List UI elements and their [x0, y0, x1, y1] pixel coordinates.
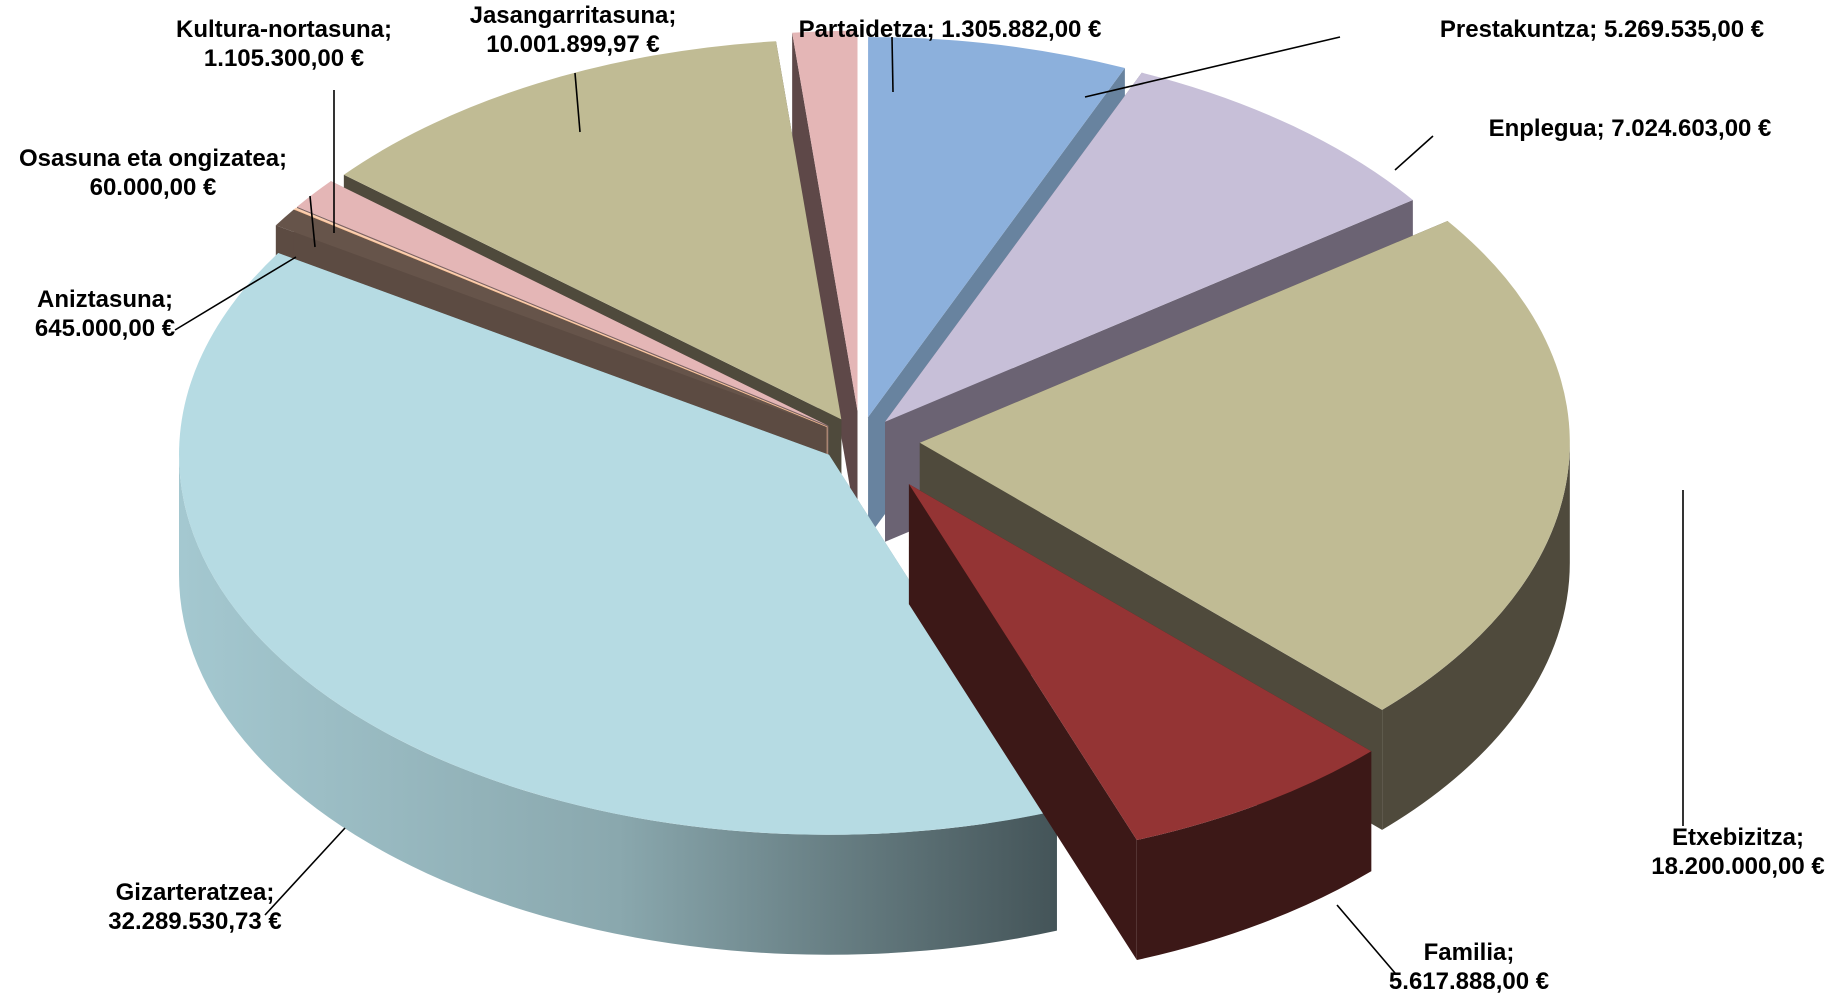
- data-label-osasuna-eta-ongizatea: Osasuna eta ongizatea;: [19, 145, 287, 172]
- leader-line-prestakuntza: [1084, 36, 1341, 98]
- slice-gizarteratzea: [179, 253, 1057, 955]
- slice-top-familia: [908, 484, 1372, 841]
- data-label-partaidetza: Partaidetza; 1.305.882,00 €: [799, 16, 1102, 43]
- pie-slices: [179, 30, 1570, 961]
- slice-top-jasangarritasuna: [343, 41, 842, 420]
- slice-top-osasuna-eta-ongizatea: [294, 207, 828, 427]
- leader-line-enplegua: [1394, 135, 1434, 171]
- slice-wall-partaidetza-0: [792, 32, 858, 531]
- data-label-jasangarritasuna: Jasangarritasuna;: [470, 2, 677, 29]
- slice-top-gizarteratzea: [179, 253, 1057, 835]
- slice-top-partaidetza: [792, 30, 858, 411]
- data-label-jasangarritasuna: 10.001.899,97 €: [486, 31, 660, 58]
- slice-side-gizarteratzea-0: [179, 454, 1057, 955]
- data-label-gizarteratzea: Gizarteratzea;: [116, 879, 275, 906]
- data-label-kultura-nortasuna: 1.105.300,00 €: [204, 45, 364, 72]
- slice-wall-familia-1: [908, 484, 1137, 961]
- slice-side-familia-0: [1136, 751, 1372, 961]
- data-label-etxebizitza: Etxebizitza;: [1672, 824, 1804, 851]
- slice-familia: [908, 484, 1372, 961]
- leader-line-familia: [1336, 904, 1396, 974]
- data-label-familia: Familia;: [1424, 939, 1515, 966]
- leader-line-aniztasuna: [174, 256, 297, 331]
- slice-top-enplegua: [885, 72, 1413, 422]
- slice-top-aniztasuna: [275, 209, 827, 428]
- data-label-osasuna-eta-ongizatea: 60.000,00 €: [90, 174, 217, 201]
- slice-labels: Prestakuntza; 5.269.535,00 € Enplegua; 7.…: [19, 2, 1825, 995]
- slice-top-etxebizitza: [919, 220, 1570, 710]
- data-label-etxebizitza: 18.200.000,00 €: [1651, 853, 1825, 880]
- data-label-aniztasuna: Aniztasuna;: [37, 286, 173, 313]
- data-label-enplegua: Enplegua; 7.024.603,00 €: [1489, 115, 1772, 142]
- leader-line-gizarteratzea: [264, 827, 346, 916]
- data-label-kultura-nortasuna: Kultura-nortasuna;: [176, 16, 392, 43]
- data-label-familia: 5.617.888,00 €: [1389, 968, 1549, 995]
- leader-line-partaidetza: [891, 36, 894, 93]
- data-label-gizarteratzea: 32.289.530,73 €: [108, 908, 282, 935]
- data-label-prestakuntza: Prestakuntza; 5.269.535,00 €: [1440, 16, 1764, 43]
- slice-top-prestakuntza: [868, 37, 1125, 418]
- slice-top-kultura-nortasuna: [297, 181, 829, 426]
- data-label-aniztasuna: 645.000,00 €: [35, 315, 175, 342]
- leader-line-jasangarritasuna: [574, 72, 581, 133]
- leader-lines: [174, 36, 1684, 974]
- slice-partaidetza: [792, 30, 858, 531]
- slice-side-etxebizitza-0: [1382, 442, 1570, 830]
- leader-line-osasuna-eta-ongizatea: [309, 195, 316, 248]
